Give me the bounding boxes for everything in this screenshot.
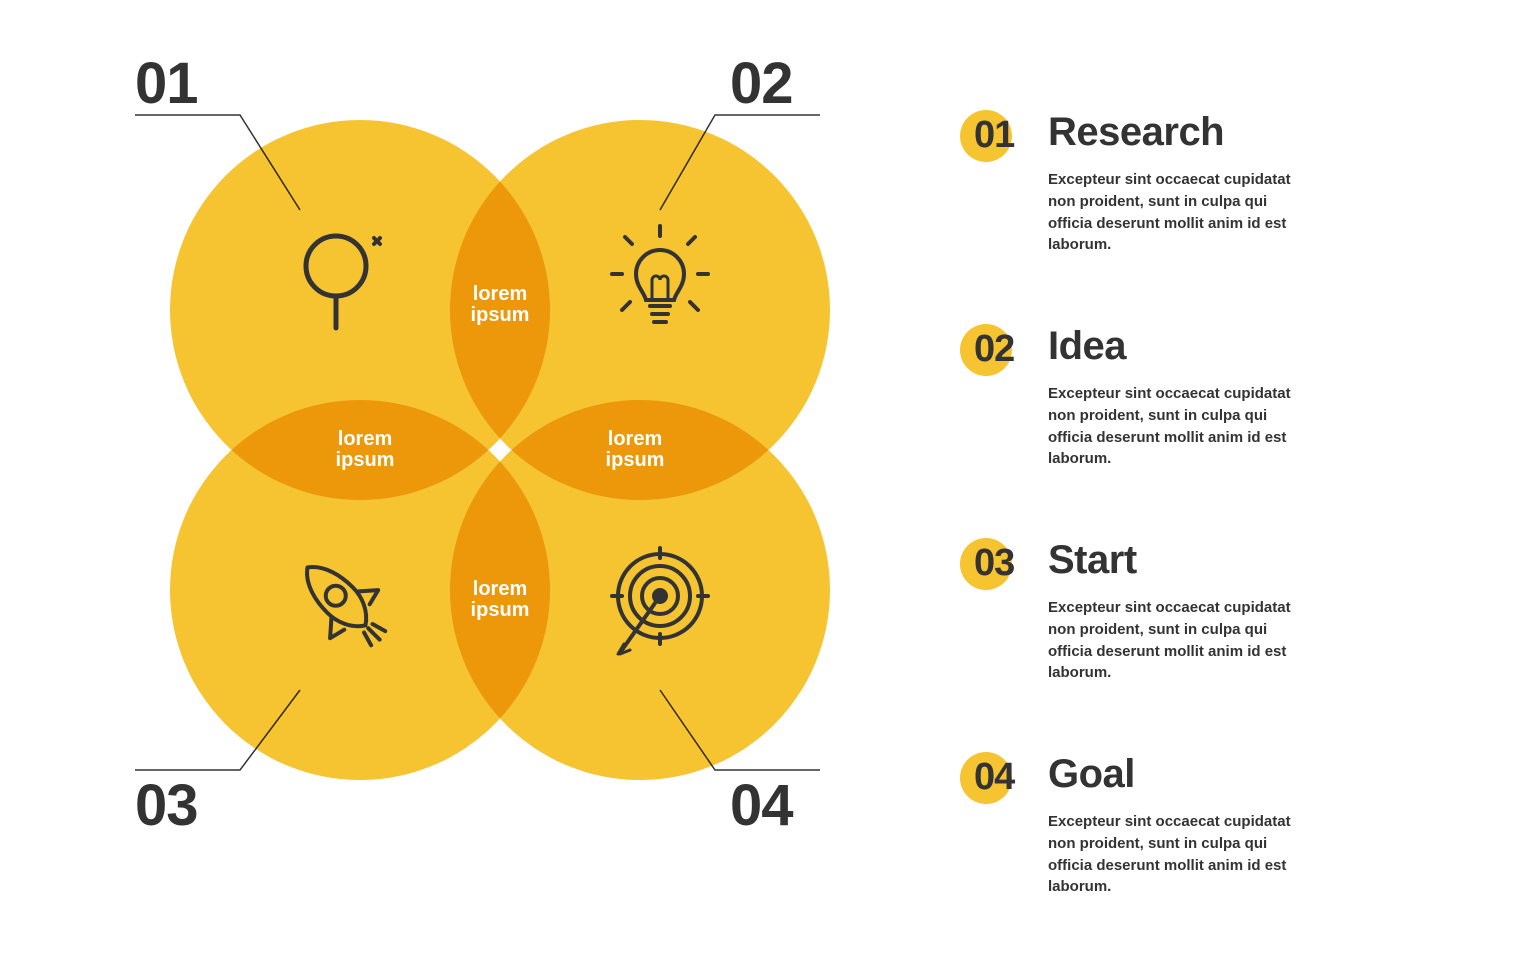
overlap-bottom-l2: ipsum	[440, 600, 560, 621]
overlap-left-l2: ipsum	[305, 450, 425, 471]
legend-body-03: Excepteur sint occaecat cupidatat non pr…	[1048, 597, 1308, 684]
overlap-label-right: lorem ipsum	[575, 429, 695, 471]
magnifier-icon	[270, 210, 410, 350]
legend-item-04: 04 Goal Excepteur sint occaecat cupidata…	[960, 752, 1320, 898]
legend-text-04: Goal Excepteur sint occaecat cupidatat n…	[1048, 752, 1308, 898]
legend-body-01: Excepteur sint occaecat cupidatat non pr…	[1048, 169, 1308, 256]
legend-item-02: 02 Idea Excepteur sint occaecat cupidata…	[960, 324, 1320, 470]
badge-num-04: 04	[974, 756, 1014, 799]
overlap-left-l1: lorem	[305, 429, 425, 450]
legend-item-01: 01 Research Excepteur sint occaecat cupi…	[960, 110, 1320, 256]
overlap-label-left: lorem ipsum	[305, 429, 425, 471]
legend-title-04: Goal	[1048, 752, 1308, 797]
legend-title-03: Start	[1048, 538, 1308, 583]
badge-num-02: 02	[974, 328, 1014, 371]
lightbulb-icon	[590, 210, 730, 350]
overlap-top-l1: lorem	[440, 284, 560, 305]
venn-stage: 01 02 03 04 lorem ipsum lorem ipsum lore…	[120, 60, 880, 920]
legend-body-02: Excepteur sint occaecat cupidatat non pr…	[1048, 383, 1308, 470]
legend-body-04: Excepteur sint occaecat cupidatat non pr…	[1048, 811, 1308, 898]
legend-title-02: Idea	[1048, 324, 1308, 369]
overlap-label-bottom: lorem ipsum	[440, 579, 560, 621]
venn-circles: lorem ipsum lorem ipsum lorem ipsum lore…	[170, 120, 830, 780]
legend-text-03: Start Excepteur sint occaecat cupidatat …	[1048, 538, 1308, 684]
rocket-icon	[270, 530, 410, 670]
legend-item-03: 03 Start Excepteur sint occaecat cupidat…	[960, 538, 1320, 684]
legend-badge-03: 03	[960, 538, 1020, 598]
target-icon	[590, 530, 730, 670]
legend-text-01: Research Excepteur sint occaecat cupidat…	[1048, 110, 1308, 256]
legend-title-01: Research	[1048, 110, 1308, 155]
overlap-right-l2: ipsum	[575, 450, 695, 471]
legend-column: 01 Research Excepteur sint occaecat cupi…	[960, 110, 1320, 966]
badge-num-01: 01	[974, 114, 1014, 157]
legend-badge-02: 02	[960, 324, 1020, 384]
badge-num-03: 03	[974, 542, 1014, 585]
legend-badge-01: 01	[960, 110, 1020, 170]
overlap-label-top: lorem ipsum	[440, 284, 560, 326]
legend-text-02: Idea Excepteur sint occaecat cupidatat n…	[1048, 324, 1308, 470]
overlap-bottom-l1: lorem	[440, 579, 560, 600]
legend-badge-04: 04	[960, 752, 1020, 812]
overlap-right-l1: lorem	[575, 429, 695, 450]
overlap-top-l2: ipsum	[440, 305, 560, 326]
